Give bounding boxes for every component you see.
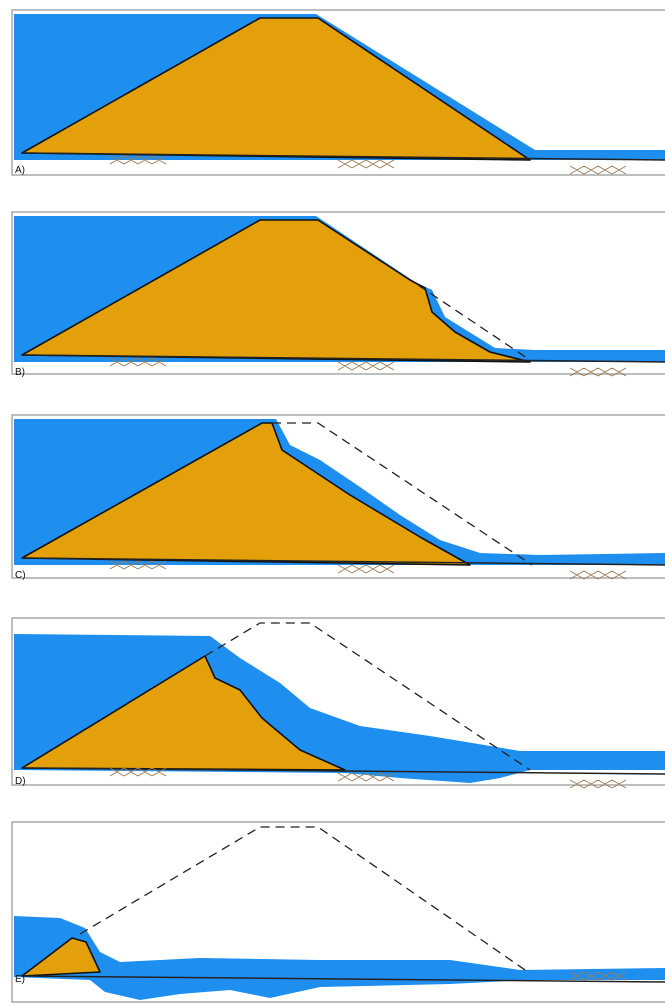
dash — [272, 422, 533, 566]
lbl: E) — [15, 974, 25, 985]
panel-d: D) — [11, 617, 665, 789]
dam — [21, 655, 346, 771]
lbl: B) — [15, 367, 25, 378]
dash — [79, 826, 529, 973]
lbl: C) — [15, 570, 26, 581]
lbl: A) — [15, 165, 25, 176]
dam — [21, 17, 531, 161]
ground — [21, 557, 665, 566]
ground — [21, 354, 665, 363]
dash — [204, 622, 531, 771]
dam — [21, 422, 471, 566]
ground — [21, 975, 665, 983]
panel-c: C) — [11, 414, 665, 581]
ground — [21, 152, 665, 161]
ground — [21, 767, 665, 775]
dam — [21, 219, 531, 363]
lbl: D) — [15, 776, 26, 787]
panel-a: A) — [11, 9, 665, 176]
water — [14, 916, 665, 1000]
dam — [21, 937, 101, 977]
panel-e: E) — [11, 821, 665, 1003]
dash — [417, 284, 531, 361]
panel-b: B) — [11, 211, 665, 378]
